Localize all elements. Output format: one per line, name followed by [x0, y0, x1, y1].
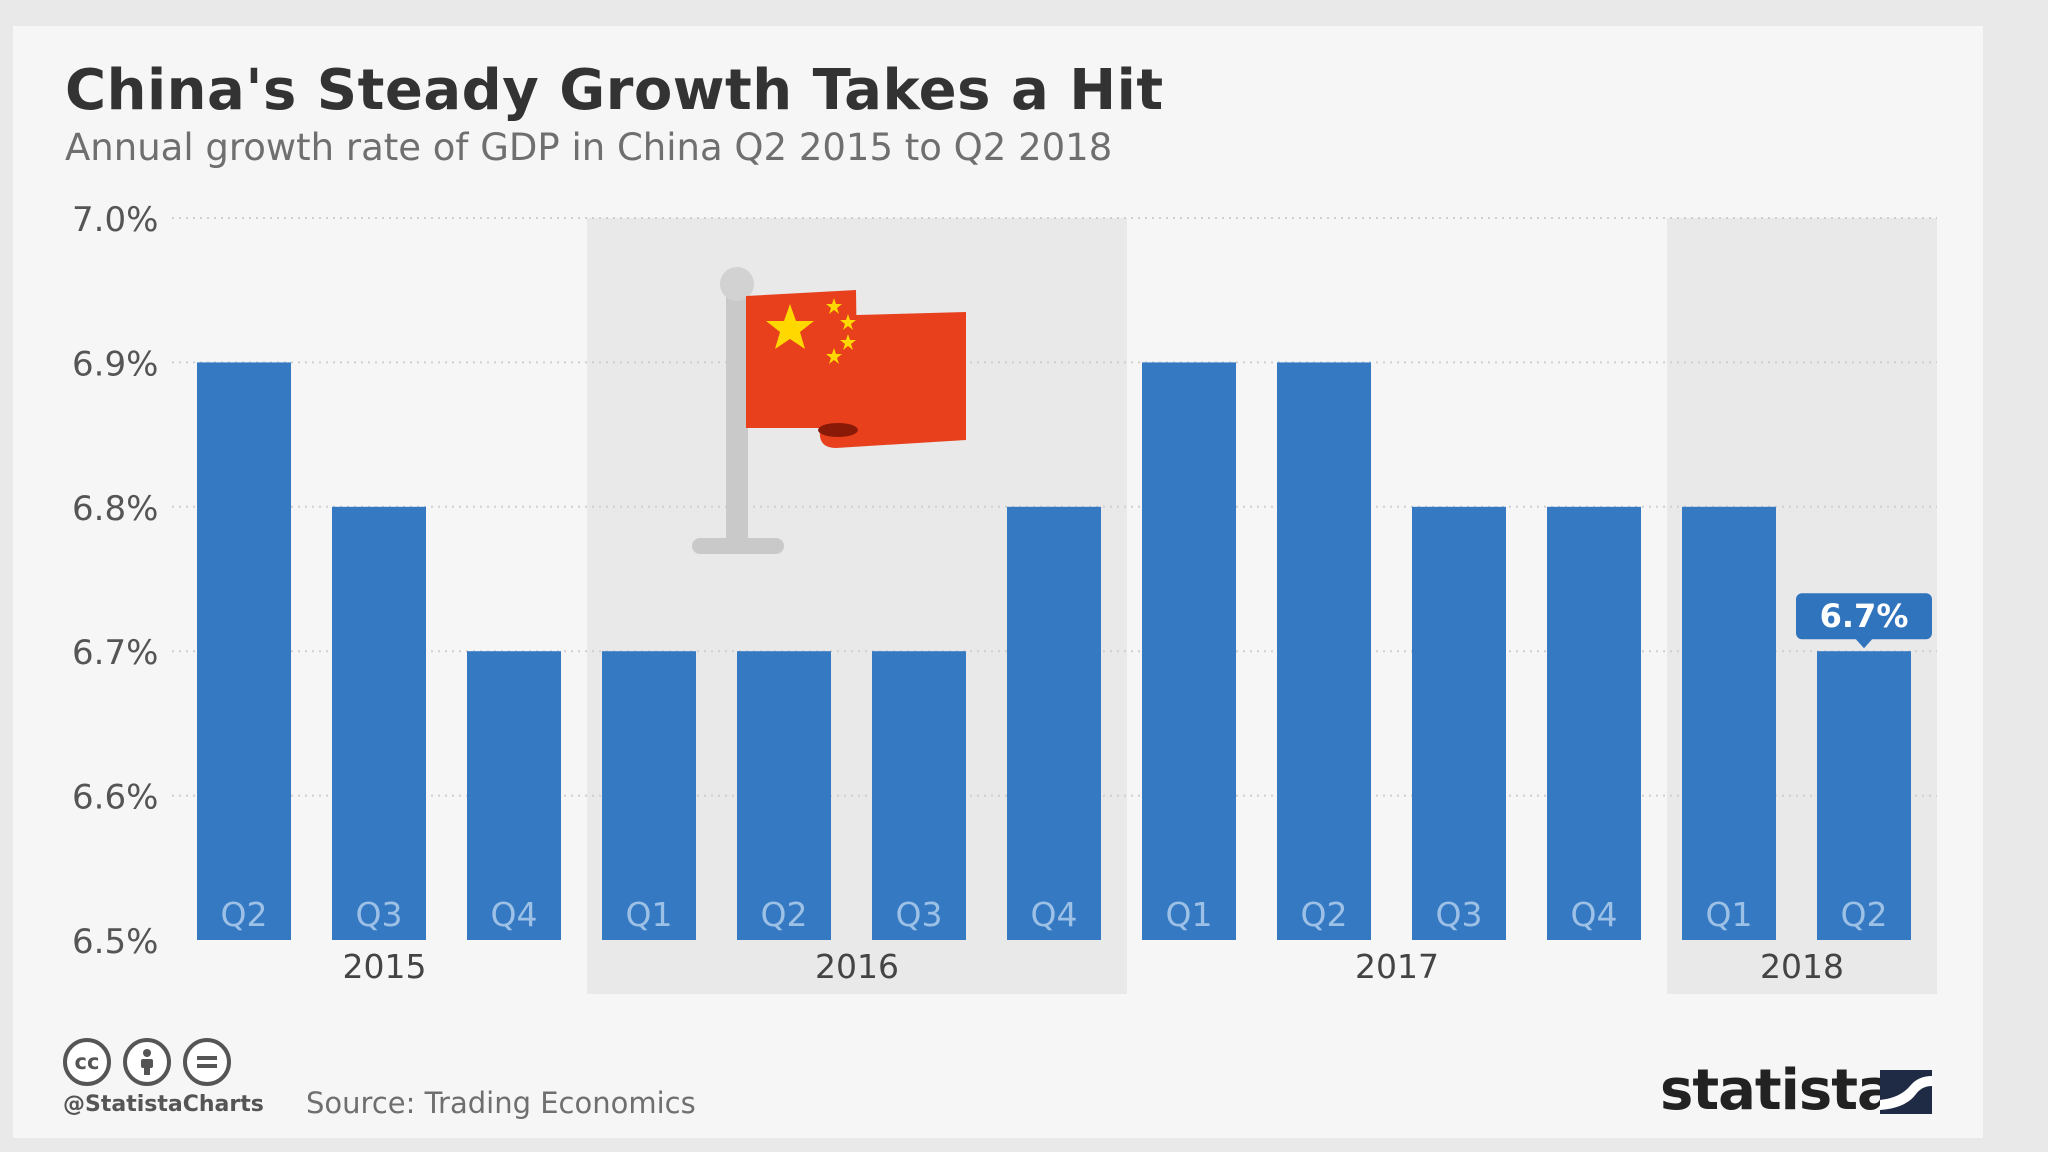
bar [602, 651, 696, 940]
value-callout-pointer [1855, 638, 1873, 649]
statista-logo[interactable]: statista [1660, 1058, 1895, 1123]
category-label: Q3 [896, 895, 943, 934]
category-label: Q2 [761, 895, 808, 934]
bar [1682, 506, 1776, 940]
category-label: Q1 [626, 895, 673, 934]
year-label: 2018 [1760, 947, 1844, 986]
year-label: 2017 [1355, 947, 1439, 986]
category-label: Q3 [1436, 895, 1483, 934]
value-callout-label: 6.7% [1820, 597, 1909, 635]
bar [737, 651, 831, 940]
statista-logo-icon [1880, 1070, 1932, 1114]
category-label: Q4 [491, 895, 538, 934]
bar [332, 506, 426, 940]
category-label: Q2 [1301, 895, 1348, 934]
y-tick-label: 6.9% [72, 344, 158, 384]
creative-commons-icon[interactable]: cc [63, 1038, 111, 1086]
category-label: Q3 [356, 895, 403, 934]
category-label: Q2 [1841, 895, 1888, 934]
bars [197, 362, 1911, 940]
y-tick-label: 6.8% [72, 489, 158, 529]
y-tick-label: 7.0% [72, 200, 158, 240]
bar [1142, 362, 1236, 940]
twitter-handle[interactable]: @StatistaCharts [63, 1092, 264, 1117]
category-label: Q1 [1166, 895, 1213, 934]
y-axis-ticks: 6.5% 6.6% 6.7% 6.8% 6.9% 7.0% [72, 200, 158, 962]
y-tick-label: 6.5% [72, 922, 158, 962]
year-label: 2016 [815, 947, 899, 986]
category-label: Q2 [221, 895, 268, 934]
no-derivatives-icon[interactable] [183, 1038, 231, 1086]
china-flag-illustration [692, 267, 966, 554]
category-label: Q4 [1031, 895, 1078, 934]
y-tick-label: 6.7% [72, 633, 158, 673]
bar [872, 651, 966, 940]
bar [467, 651, 561, 940]
year-label: 2015 [343, 947, 427, 986]
license-icons: cc [63, 1038, 231, 1086]
attribution-icon[interactable] [123, 1038, 171, 1086]
y-tick-label: 6.6% [72, 778, 158, 818]
bar [1817, 651, 1911, 940]
year-labels: 2015 2016 2017 2018 [343, 947, 1844, 986]
source-note: Source: Trading Economics [306, 1086, 696, 1120]
value-callout-box [1796, 593, 1932, 640]
bar [197, 362, 291, 940]
bar [1547, 506, 1641, 940]
category-label: Q4 [1571, 895, 1618, 934]
category-labels: Q2 Q3 Q4 Q1 Q2 Q3 Q4 Q1 Q2 Q3 Q4 Q1 Q2 [221, 895, 1888, 934]
bar [1007, 506, 1101, 940]
category-label: Q1 [1706, 895, 1753, 934]
chart-subtitle: Annual growth rate of GDP in China Q2 20… [65, 126, 1113, 169]
bar [1412, 506, 1506, 940]
value-callout: 6.7% [1796, 593, 1932, 649]
bar [1277, 362, 1371, 940]
chart-title: China's Steady Growth Takes a Hit [65, 58, 1164, 123]
